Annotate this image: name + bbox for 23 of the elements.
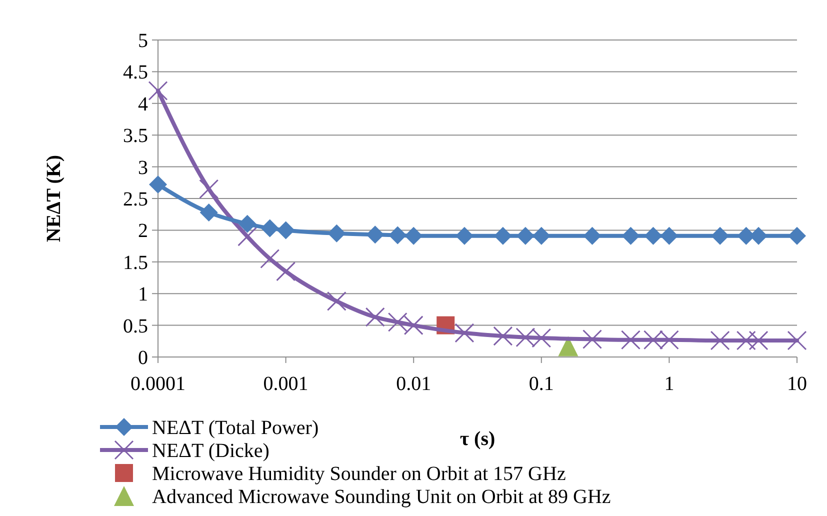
x-tick-label: 10 xyxy=(787,373,807,395)
y-tick-label: 3.5 xyxy=(123,125,148,148)
y-axis-title: NEΔT (K) xyxy=(43,154,65,242)
x-tick-label: 0.001 xyxy=(263,373,308,395)
legend-label: NEΔT (Dicke) xyxy=(152,440,270,462)
x-axis-title: τ (s) xyxy=(460,428,496,450)
y-tick-label: 3 xyxy=(138,156,148,179)
y-tick-label: 4.5 xyxy=(123,62,148,84)
x-tick-label: 1 xyxy=(664,373,674,395)
legend-label: Advanced Microwave Sounding Unit on Orbit at 89 GHz xyxy=(152,486,611,508)
legend-label: NEΔT (Total Power) xyxy=(152,417,319,439)
y-tick-label: 1.5 xyxy=(123,252,148,274)
y-tick-label: 0.5 xyxy=(123,315,148,338)
y-tick-label: 4 xyxy=(138,93,148,116)
y-tick-label: 0 xyxy=(138,347,148,369)
x-tick-label: 0.0001 xyxy=(130,373,186,395)
legend-label: Microwave Humidity Sounder on Orbit at 157 GHz xyxy=(152,463,566,485)
x-tick-label: 0.1 xyxy=(528,373,554,395)
y-tick-label: 2 xyxy=(138,220,148,242)
y-tick-label: 5 xyxy=(138,30,148,52)
x-tick-label: 0.01 xyxy=(396,373,432,395)
y-tick-label: 2.5 xyxy=(123,188,148,210)
y-tick-label: 1 xyxy=(138,284,148,306)
